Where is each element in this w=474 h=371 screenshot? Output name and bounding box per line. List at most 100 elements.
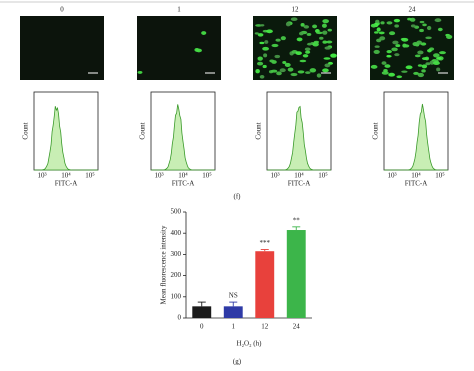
histogram-curve — [151, 104, 215, 171]
cell — [254, 32, 259, 35]
cell — [380, 21, 385, 25]
cell — [322, 40, 328, 44]
cell — [388, 31, 396, 36]
cell — [195, 48, 202, 53]
cell — [374, 45, 380, 48]
cell — [388, 72, 396, 77]
cell — [319, 36, 324, 40]
cell — [323, 57, 331, 60]
cell — [436, 67, 441, 72]
cell — [391, 47, 398, 52]
histogram-curve — [384, 103, 448, 171]
cell — [370, 23, 377, 28]
y-tick-label: 300 — [171, 250, 182, 258]
cell — [259, 74, 265, 79]
cell — [425, 36, 432, 40]
x-tick-label: 10⁵ — [85, 172, 95, 180]
cell — [381, 71, 389, 75]
cell — [257, 61, 264, 66]
cell — [432, 61, 440, 66]
cell — [330, 53, 337, 58]
cell — [306, 42, 313, 46]
significance-label: ** — [293, 216, 301, 224]
cell — [324, 63, 331, 68]
cell — [322, 68, 329, 73]
cell — [312, 42, 319, 47]
panel-title: 1 — [177, 6, 181, 14]
bar — [223, 306, 243, 318]
cell — [429, 60, 435, 65]
cell — [263, 53, 268, 58]
cell — [309, 68, 317, 73]
cell — [381, 61, 387, 65]
cell — [299, 59, 307, 63]
cell — [376, 38, 382, 43]
cell — [437, 27, 443, 32]
x-tick-label: 10³ — [154, 172, 163, 180]
cell — [306, 33, 312, 36]
cell — [264, 40, 269, 44]
cell — [394, 24, 399, 28]
cell — [370, 64, 378, 69]
cell — [312, 24, 318, 29]
cell — [316, 73, 322, 78]
micrograph — [20, 16, 104, 80]
cell — [269, 59, 275, 63]
cell — [305, 71, 311, 74]
cell — [295, 51, 302, 56]
cell — [414, 54, 421, 58]
x-axis-label: FITC-A — [172, 180, 195, 188]
cell — [394, 53, 400, 57]
cell — [396, 75, 403, 79]
cell — [401, 70, 408, 73]
cell — [296, 37, 303, 42]
y-tick-label: 400 — [171, 229, 182, 237]
cell — [262, 46, 269, 51]
cell — [374, 31, 379, 34]
cell — [401, 37, 409, 42]
cell — [395, 44, 401, 48]
cell — [421, 57, 429, 61]
cell — [298, 31, 304, 36]
y-tick-label: 200 — [171, 271, 182, 279]
y-axis-label: Count — [22, 122, 30, 139]
cell — [421, 69, 426, 73]
cell — [290, 72, 298, 77]
cell — [280, 36, 286, 41]
cell — [285, 22, 291, 27]
cell — [257, 56, 263, 61]
x-tick-label: 10⁵ — [318, 172, 328, 180]
y-axis-label: Count — [372, 122, 380, 139]
micrograph — [137, 16, 221, 80]
cell — [425, 62, 431, 66]
cell — [282, 61, 287, 65]
cell — [421, 64, 428, 69]
panel-label: (f) — [234, 193, 242, 201]
x-tick-label: 10³ — [270, 172, 279, 180]
x-tick-label: 10⁴ — [294, 172, 304, 180]
cell — [255, 24, 262, 27]
significance-label: NS — [229, 292, 238, 300]
x-axis-label: FITC-A — [405, 180, 428, 188]
cell — [321, 23, 327, 28]
cell — [257, 33, 264, 37]
x-axis-label: H₂O₂ (h) — [237, 340, 263, 348]
cell — [322, 30, 328, 35]
panel-title: 12 — [292, 6, 300, 14]
x-tick-label: 10⁴ — [411, 172, 421, 180]
cell — [419, 20, 425, 24]
x-tick-label: 10⁵ — [202, 172, 212, 180]
histogram-frame — [33, 91, 99, 171]
cell — [137, 70, 143, 74]
cell — [255, 69, 260, 74]
cell — [384, 64, 391, 68]
cell — [420, 42, 427, 46]
cell — [386, 55, 392, 58]
cell — [276, 71, 282, 76]
cell — [378, 31, 385, 35]
cell — [327, 28, 332, 32]
cell — [433, 53, 440, 58]
cell — [402, 44, 410, 48]
cell — [439, 51, 446, 55]
